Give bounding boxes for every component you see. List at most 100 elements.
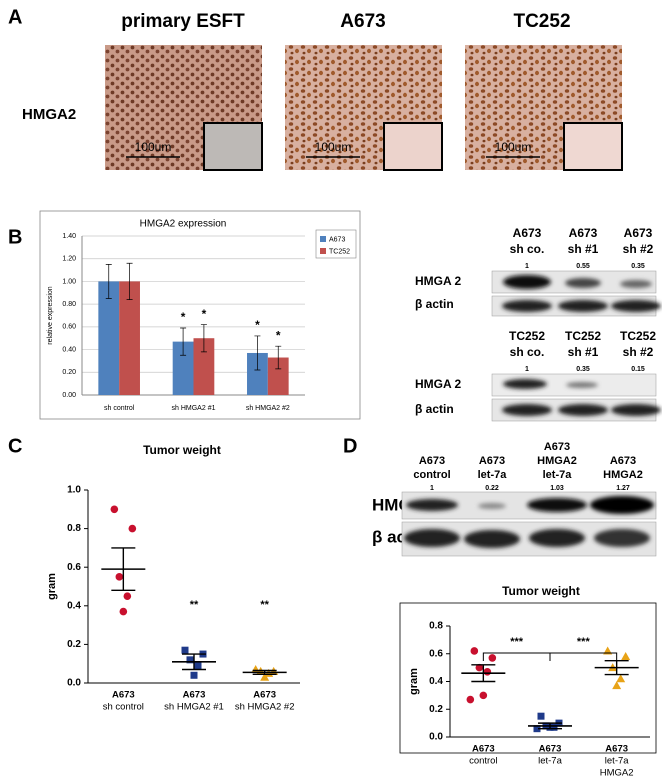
sem-bar [182,653,206,671]
bar [119,281,140,395]
y-tick-label: 0.40 [62,346,76,353]
data-point [479,691,488,700]
image-title: A673 [340,11,385,32]
significance-label: * [202,307,207,321]
x-tick-label: sh HMGA2 #2 [235,702,295,713]
x-tick-label: A673 [253,690,276,701]
lane-label: control [413,469,450,481]
y-tick-label: 0.20 [62,369,76,376]
scale-bar-label: 100um [135,140,172,154]
image-title: TC252 [513,11,570,32]
x-tick-label: let-7a [538,756,562,767]
lane-label: A673 [513,226,542,240]
legend-swatch [320,236,326,242]
chart-frame [399,602,657,754]
data-point [128,524,137,533]
data-point [488,654,497,662]
data-point [621,652,631,661]
sem-bar [471,664,496,683]
y-tick-label: 1.0 [67,485,81,496]
error-bar [105,264,112,299]
y-tick-label: 0.0 [67,678,81,689]
lane-label: A673 [610,455,636,467]
lane-label: sh #2 [623,345,654,359]
histology-image: 100um [465,45,623,171]
error-bar [275,345,282,370]
x-tick-label: sh HMGA2 #1 [164,702,224,713]
lane-label: sh co. [510,345,545,359]
y-tick-label: 0.6 [67,562,81,573]
chart-title: Tumor weight [143,443,221,457]
lane-label: TC252 [565,329,601,343]
bar [267,357,289,395]
ratio: 1 [525,366,529,373]
y-tick-label: 0.6 [429,648,443,659]
lane-label: A673 [569,226,598,240]
significance-label: * [276,328,281,342]
y-tick-label: 1.20 [62,256,76,263]
chart-title: HMGA2 expression [140,219,227,230]
y-tick-label: 0.4 [67,600,81,611]
lane-label: let-7a [543,469,573,481]
lane-label: HMGA2 [603,469,643,481]
data-point [466,695,475,704]
ratio: 1 [430,485,434,492]
y-tick-label: 1.00 [62,278,76,285]
data-point [616,674,626,683]
ratio: 1.27 [616,485,630,492]
data-point [186,656,194,664]
x-tick-label: sh HMGA2 #1 [172,405,216,412]
x-tick-label: control [469,756,498,767]
error-bar [254,335,261,371]
lane-label: sh #2 [623,242,654,256]
data-point [537,712,545,720]
data-point [194,662,202,670]
bar [193,338,215,395]
data-point [260,672,270,681]
y-axis-label: relative expression [47,286,54,344]
x-tick-label: A673 [539,744,562,755]
image-title: primary ESFT [121,11,245,32]
row-label: HMGA2 [22,106,76,123]
significance-label: *** [510,636,524,648]
data-point [533,725,541,733]
ratio: 1 [525,263,529,270]
panel-label: A [8,6,22,28]
y-tick-label: 0.0 [429,732,443,743]
panel-label: B [8,226,22,248]
data-point [181,646,189,654]
data-point [119,607,128,616]
data-point [550,723,558,731]
data-point [190,671,198,679]
lane-label: A673 [479,455,505,467]
legend-swatch [320,248,326,254]
x-tick-label: HMGA2 [600,768,634,777]
legend-label: A673 [329,236,345,243]
scale-bar-label: 100um [315,140,352,154]
y-tick-label: 0.8 [429,621,443,632]
histology-image: 100um [105,45,263,171]
y-tick-label: 0.2 [429,704,443,715]
data-point [612,681,622,690]
legend-frame [315,229,357,259]
bar [172,341,194,395]
ratio: 0.15 [631,366,645,373]
significance-bracket [549,652,618,661]
error-bar [200,324,207,353]
lane-label: let-7a [478,469,508,481]
significance-label: ** [190,599,199,611]
lane-label: TC252 [620,329,656,343]
lane-label: A673 [544,441,570,453]
data-point [603,646,613,655]
sem-bar [252,669,277,676]
data-point [475,663,484,672]
blot-image [401,491,657,557]
significance-label: * [181,310,186,324]
x-tick-label: let-7a [605,756,629,767]
ratio: 0.35 [576,366,590,373]
y-axis-label: gram [408,668,420,695]
blot-image [491,270,661,317]
significance-label: * [255,318,260,332]
y-tick-label: 0.60 [62,324,76,331]
